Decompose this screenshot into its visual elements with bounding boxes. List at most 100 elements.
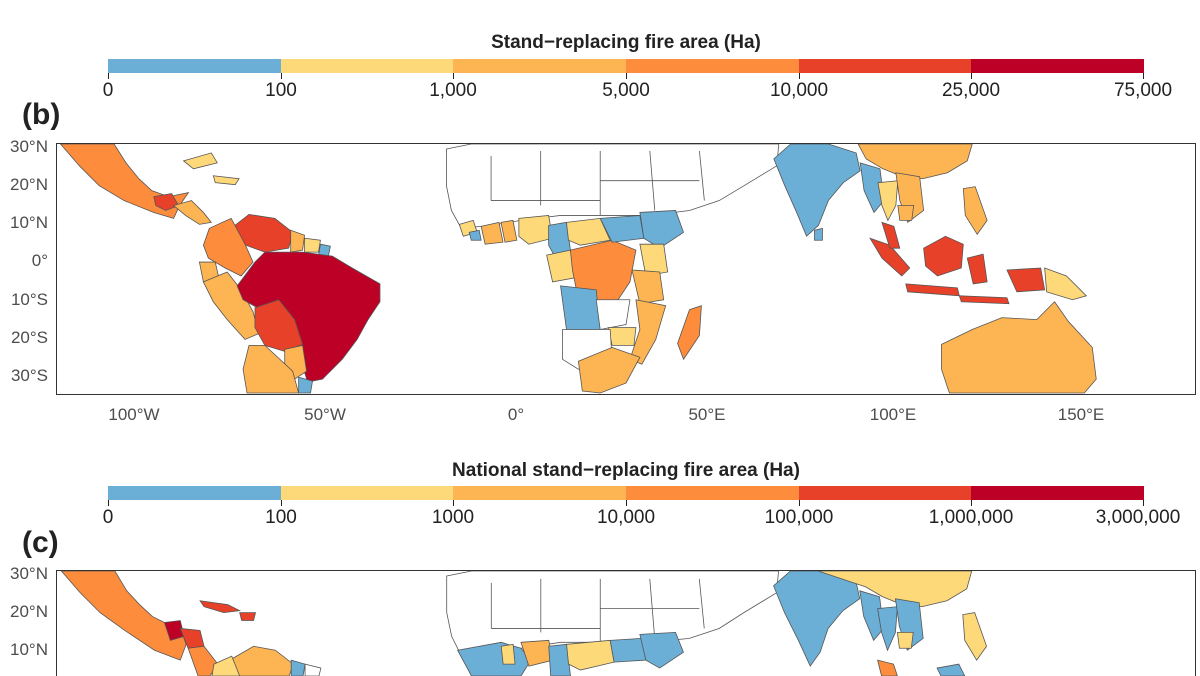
region-thailand: [877, 180, 899, 222]
lon-label: 50°E: [688, 405, 726, 424]
region-kenya-tz: [639, 243, 669, 277]
lon-label: 50°W: [304, 405, 346, 424]
color-scale-c: [108, 486, 1145, 500]
color-swatch: [971, 59, 1145, 73]
region-car: [566, 217, 611, 246]
region-sierra-leone: [468, 229, 482, 241]
region-south-africa: [577, 346, 641, 394]
legend-title-c: National stand−replacing fire area (Ha): [452, 460, 800, 481]
region-zimbabwe: [607, 327, 637, 346]
legend-tick-label: 10,000: [596, 507, 656, 528]
region-philippines: [962, 612, 988, 661]
lat-label: 10°N: [10, 213, 48, 232]
region-borneo: [936, 663, 966, 676]
legend-tick-label: 100: [265, 507, 297, 528]
region-myanmar: [859, 162, 885, 214]
region-lesser-sunda: [958, 295, 1010, 305]
legend-tick-label: 3,000,000: [1095, 507, 1181, 528]
region-malay-peninsula: [881, 221, 901, 249]
region-new-guinea-west: [1006, 267, 1046, 293]
lat-label: 20°N: [10, 602, 48, 621]
region-zambia: [595, 299, 631, 330]
lon-label: 150°E: [1057, 405, 1105, 424]
color-swatch: [971, 486, 1145, 500]
world-map-c: [56, 570, 1196, 676]
lon-label: 100°E: [869, 405, 917, 424]
legend-tick-label: 100,000: [764, 507, 834, 528]
region-borneo: [923, 235, 964, 277]
region-thailand: [877, 606, 898, 652]
lon-label: 0°: [507, 405, 525, 424]
legend-tick-label: 5,000: [602, 80, 650, 101]
region-sumatra: [869, 237, 911, 277]
region-malay: [877, 659, 898, 676]
lat-label: 20°N: [10, 175, 48, 194]
legend-tick-label: 25,000: [941, 80, 1001, 101]
color-swatch: [453, 59, 627, 73]
region-north-africa-borders: [490, 578, 705, 643]
legend-tick-label: 100: [265, 80, 297, 101]
color-scale-b: [108, 59, 1145, 73]
region-suriname: [304, 663, 322, 676]
region-china: [857, 144, 973, 180]
region-java: [905, 283, 960, 297]
region-laos-vietnam: [895, 172, 925, 224]
region-png: [1044, 267, 1088, 301]
region-gabon-congo: [546, 249, 575, 283]
region-south-sudan: [609, 637, 647, 663]
region-ethiopia: [639, 632, 684, 669]
color-swatch: [280, 486, 454, 500]
color-swatch: [798, 59, 972, 73]
region-ethiopia: [639, 210, 685, 249]
lat-label: 10°N: [10, 640, 48, 659]
region-cambodia: [896, 632, 914, 649]
lat-label: 30°S: [10, 366, 48, 385]
color-swatch: [626, 59, 799, 73]
legend-tick-label: 1000: [431, 507, 475, 528]
region-sri-lanka: [814, 227, 823, 241]
region-cote-divoire: [480, 221, 504, 245]
region-mozambique: [629, 299, 667, 365]
region-uruguay: [298, 376, 313, 394]
region-nigeria: [518, 214, 554, 245]
region-guatemala: [153, 193, 180, 211]
region-australia: [941, 301, 1097, 394]
lat-label: 20°S: [10, 328, 48, 347]
region-cuba-hispaniola: [212, 175, 240, 186]
region-madagascar: [677, 305, 702, 361]
lon-label: 100°W: [108, 405, 160, 424]
legend-tick-label: 1,000: [429, 80, 477, 101]
color-swatch: [280, 59, 454, 73]
lat-label: 30°N: [10, 137, 48, 156]
legend-tick-label: 0: [102, 507, 114, 528]
region-china: [818, 571, 973, 608]
panel-label-c: (c): [22, 526, 59, 559]
world-map-b: [56, 143, 1196, 395]
color-swatch: [108, 59, 281, 73]
region-colombia: [202, 217, 254, 277]
region-cameroon: [548, 643, 571, 676]
legend-tick-label: 0: [102, 80, 114, 101]
region-ghana: [500, 643, 516, 665]
region-venezuela: [229, 645, 294, 676]
region-suriname: [304, 237, 321, 253]
lat-label: 10°S: [10, 290, 48, 309]
region-india: [773, 144, 861, 237]
region-india: [773, 571, 861, 667]
region-mexico: [60, 571, 187, 661]
region-guyana: [290, 659, 306, 676]
legend-title-b: Stand−replacing fire area (Ha): [491, 32, 761, 53]
region-philippines: [962, 186, 988, 235]
color-swatch: [108, 486, 281, 500]
region-laos-vietnam: [894, 598, 924, 651]
legend-tick-label: 10,000: [769, 80, 829, 101]
color-swatch: [798, 486, 972, 500]
color-swatch: [626, 486, 799, 500]
legend-tick-label: 1,000,000: [928, 507, 1014, 528]
region-sulawesi: [966, 253, 988, 285]
legend-tick-label: 75,000: [1113, 80, 1173, 101]
panel-label-b: (b): [22, 98, 61, 131]
region-ghana: [500, 219, 518, 243]
lat-label: 0°: [31, 251, 48, 270]
region-central-america: [172, 200, 213, 225]
